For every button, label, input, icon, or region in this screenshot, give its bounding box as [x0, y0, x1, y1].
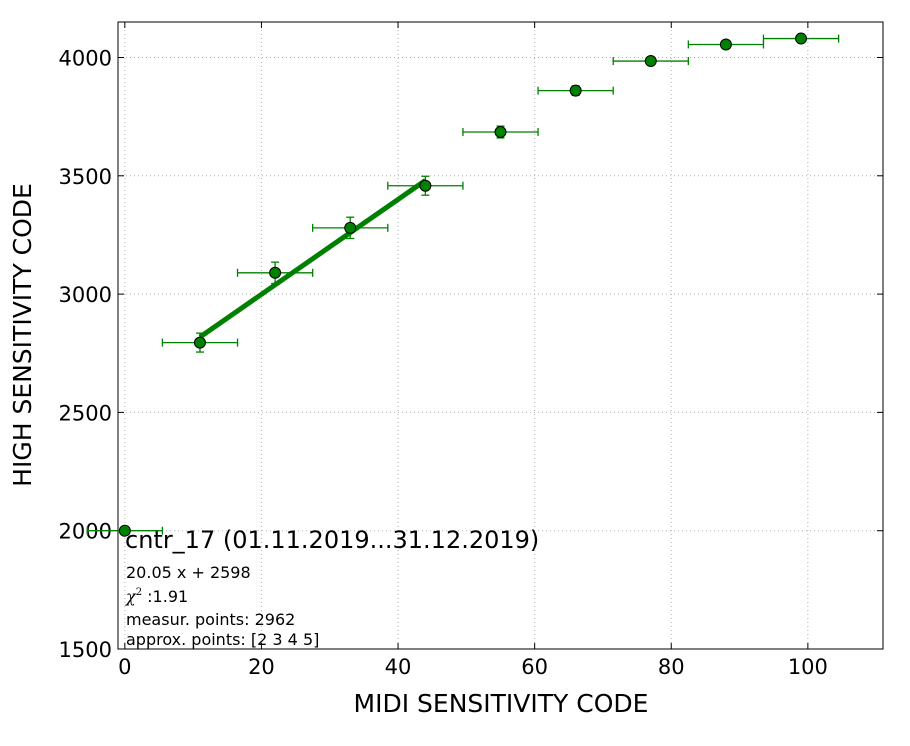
data-point — [419, 179, 432, 192]
x-axis-label: MIDI SENSITIVITY CODE — [354, 689, 649, 718]
chi-superscript: 2 — [136, 587, 142, 598]
y-tick-label: 2000 — [59, 520, 112, 544]
data-point — [719, 38, 732, 51]
x-tick-label: 40 — [385, 655, 412, 679]
chi-symbol: χ — [125, 587, 137, 606]
y-tick-label: 3500 — [59, 165, 112, 189]
y-tick-label: 2500 — [59, 401, 112, 425]
data-point — [644, 55, 657, 68]
x-tick-label: 0 — [118, 655, 131, 679]
error-bars — [86, 34, 840, 535]
fit-line-group — [198, 178, 427, 340]
y-tick-label: 3000 — [59, 283, 112, 307]
data-point — [795, 32, 808, 45]
plot-area-frame — [117, 21, 884, 650]
data-point — [193, 336, 206, 349]
chi-value: :1.91 — [142, 587, 188, 606]
data-point — [494, 126, 507, 139]
x-tick-label: 20 — [248, 655, 275, 679]
annotation-chi2: χ2 :1.91 — [125, 587, 188, 606]
y-tick-label: 1500 — [59, 638, 112, 662]
data-points — [118, 32, 808, 537]
ticks: 0 20 40 60 80 100 1500 2000 2500 3000 3500 4000 — [59, 22, 883, 679]
y-axis-label: HIGH SENSITIVITY CODE — [8, 183, 37, 487]
data-point — [269, 266, 282, 279]
x-tick-label: 60 — [521, 655, 548, 679]
data-point — [569, 84, 582, 97]
annotation-title: cntr_17 (01.11.2019...31.12.2019) — [125, 526, 539, 554]
annotation-equation: 20.05 x + 2598 — [126, 563, 251, 582]
x-tick-label: 100 — [788, 655, 828, 679]
y-tick-label: 4000 — [59, 46, 112, 70]
data-point — [344, 221, 357, 234]
grid — [118, 22, 883, 650]
annotation-approx-points: approx. points: [2 3 4 5] — [126, 630, 319, 649]
annotation-measur-points: measur. points: 2962 — [126, 610, 295, 629]
fit-line — [198, 178, 427, 340]
data-point — [118, 524, 131, 537]
x-tick-label: 80 — [658, 655, 685, 679]
